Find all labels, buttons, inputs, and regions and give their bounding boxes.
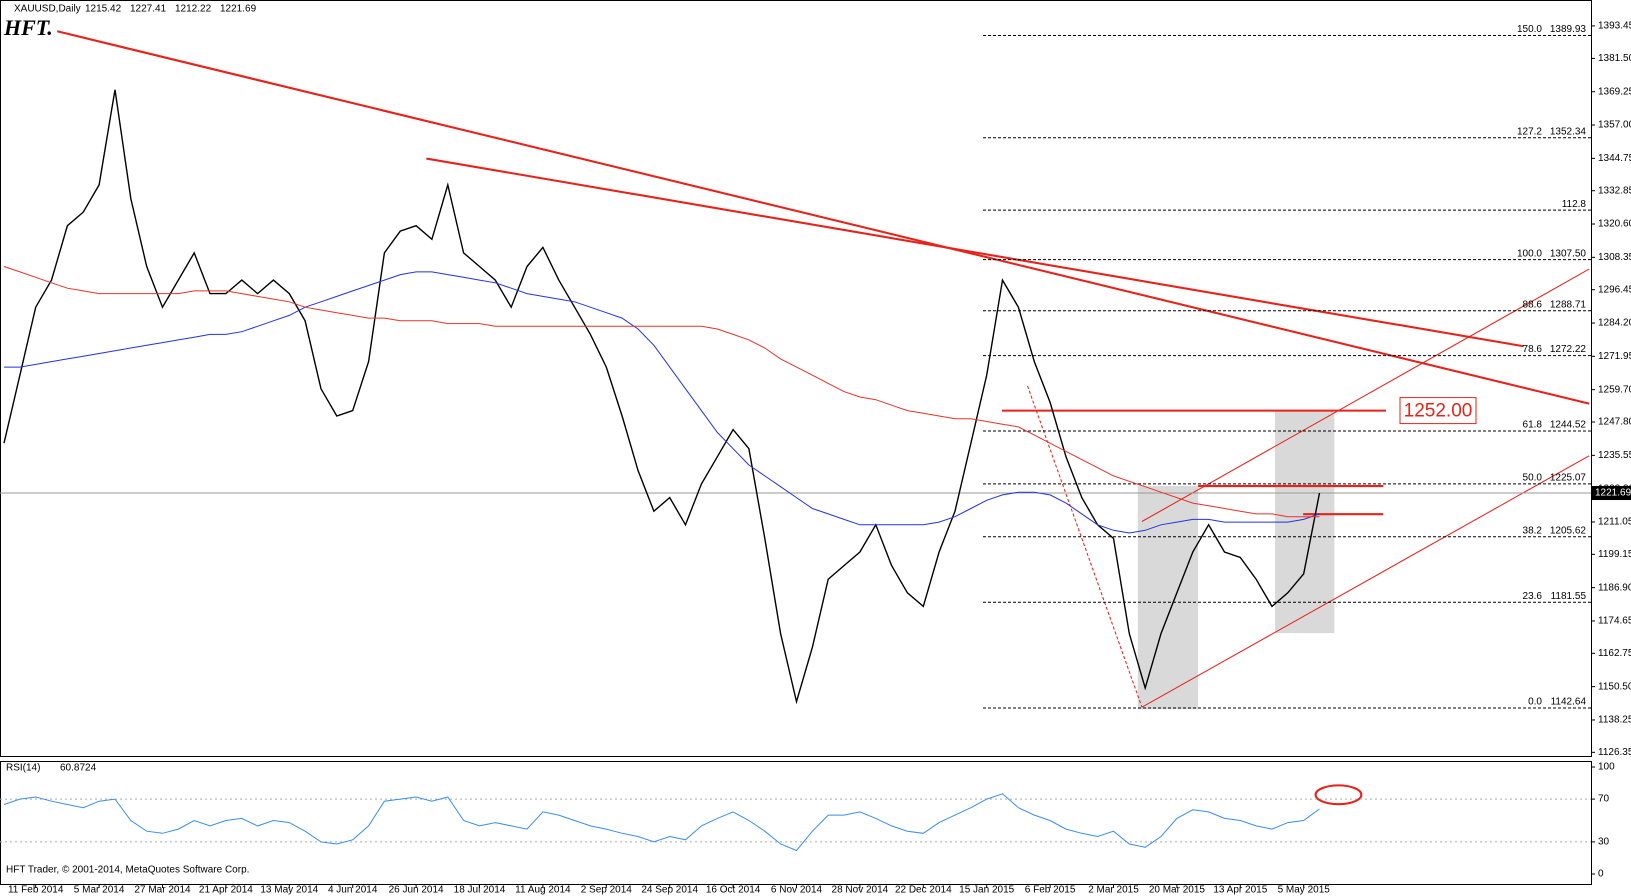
y-tick-label: 1199.15 [1598,549,1631,560]
fib-ratio: 127.2 [1517,126,1542,137]
footer: HFT Trader, © 2001-2014, MetaQuotes Soft… [6,865,249,876]
fib-ratio: 78.6 [1523,344,1543,355]
x-tick-label: 13 Apr 2015 [1213,885,1267,896]
y-tick-label: 1150.50 [1598,681,1631,692]
x-tick-label: 27 Mar 2014 [134,885,191,896]
fib-price: 1225.07 [1550,472,1587,483]
series-line [4,271,1320,534]
rsi-value: 60.8724 [60,763,97,774]
x-tick-label: 6 Nov 2014 [771,885,823,896]
series-line [3,266,1320,518]
y-tick-label: 1247.80 [1598,417,1631,428]
x-tick-label: 11 Aug 2014 [515,885,571,896]
series-line [3,793,1320,852]
fib-price: 1142.64 [1551,697,1587,708]
fib-price: 1352.34 [1550,126,1587,137]
level-label: 1252.00 [1404,401,1473,422]
channel-line [1141,455,1590,708]
fib-anchor-line [1027,385,1143,708]
y-tick-label: 1271.95 [1598,351,1631,362]
ohlc-value: 1212.22 [175,4,212,15]
y-tick-label: 1186.90 [1598,582,1631,593]
x-tick-label: 6 Feb 2015 [1025,885,1076,896]
x-tick-label: 5 May 2015 [1278,885,1331,896]
y-tick-label: 1320.60 [1598,219,1631,230]
x-tick-label: 15 Jan 2015 [959,885,1014,896]
y-tick-label: 1393.45 [1598,21,1631,32]
y-tick-label: 100 [1598,762,1615,773]
fib-price: 1205.62 [1550,525,1587,536]
x-tick-label: 13 May 2014 [260,885,318,896]
series-line [3,89,1321,705]
x-tick-label: 21 Apr 2014 [199,885,253,896]
logo: HFT. [3,15,53,40]
fib-ratio: 38.2 [1523,525,1543,536]
rsi-title: RSI(14) [6,763,40,774]
fib-price: 1288.71 [1550,299,1587,310]
fib-ratio: 100.0 [1517,248,1542,259]
main-frame [0,0,1592,757]
fib-price: 1389.93 [1550,24,1587,35]
trendline [426,157,1524,348]
y-tick-label: 1235.55 [1598,450,1631,461]
y-tick-label: 1344.75 [1598,153,1631,164]
y-tick-label: 70 [1598,794,1610,805]
ohlc-value: 1221.69 [220,4,257,15]
y-tick-label: 1284.20 [1598,318,1631,329]
y-tick-label: 1369.25 [1598,86,1631,97]
x-tick-label: 20 Mar 2015 [1149,885,1206,896]
x-tick-label: 2 Mar 2015 [1088,885,1139,896]
fib-price: 1272.22 [1550,344,1587,355]
y-tick-label: 1308.35 [1598,252,1631,263]
y-tick-label: 1174.65 [1598,616,1631,627]
price-tag-label: 1221.69 [1595,488,1631,499]
x-tick-label: 24 Sep 2014 [641,885,698,896]
ohlc-value: 1227.41 [130,4,167,15]
x-tick-label: 11 Feb 2014 [8,885,64,896]
fib-ratio: 61.8 [1523,420,1543,431]
y-tick-label: 1162.75 [1598,648,1631,659]
fib-price: 1244.52 [1550,420,1587,431]
highlight-box [1137,486,1199,710]
fib-ratio: 112.8 [1562,199,1587,210]
y-tick-label: 1381.50 [1598,53,1631,64]
x-tick-label: 28 Nov 2014 [832,885,889,896]
y-tick-label: 1138.25 [1598,715,1631,726]
fib-ratio: 23.6 [1523,591,1543,602]
x-tick-label: 18 Jul 2014 [454,885,506,896]
y-tick-label: 1259.70 [1598,384,1631,395]
x-tick-label: 16 Oct 2014 [706,885,761,896]
level-box [1399,397,1477,425]
fib-ratio: 88.6 [1523,299,1543,310]
y-tick-label: 30 [1598,837,1610,848]
y-tick-label: 1211.05 [1598,517,1631,528]
x-tick-label: 4 Jun 2014 [328,885,378,896]
rsi-highlight [1314,784,1363,806]
fib-price: 1307.50 [1550,248,1587,259]
y-tick-label: 1357.00 [1598,120,1631,131]
y-tick-label: 1332.85 [1598,185,1631,196]
ohlc-value: 1215.42 [85,4,122,15]
fib-ratio: 150.0 [1517,24,1542,35]
chart-title: XAUUSD,Daily [14,4,81,15]
x-tick-label: 2 Sep 2014 [581,885,633,896]
price-tag [1592,486,1631,501]
x-tick-label: 22 Dec 2014 [895,885,952,896]
trendline [56,30,1590,405]
y-tick-label: 1126.35 [1598,747,1631,758]
x-tick-label: 26 Jun 2014 [389,885,444,896]
fib-ratio: 50.0 [1523,472,1543,483]
fib-price: 1181.55 [1551,591,1587,602]
y-tick-label: 0 [1598,869,1604,880]
y-tick-label: 1296.45 [1598,284,1631,295]
fib-ratio: 0.0 [1528,697,1542,708]
x-tick-label: 5 Mar 2014 [74,885,125,896]
